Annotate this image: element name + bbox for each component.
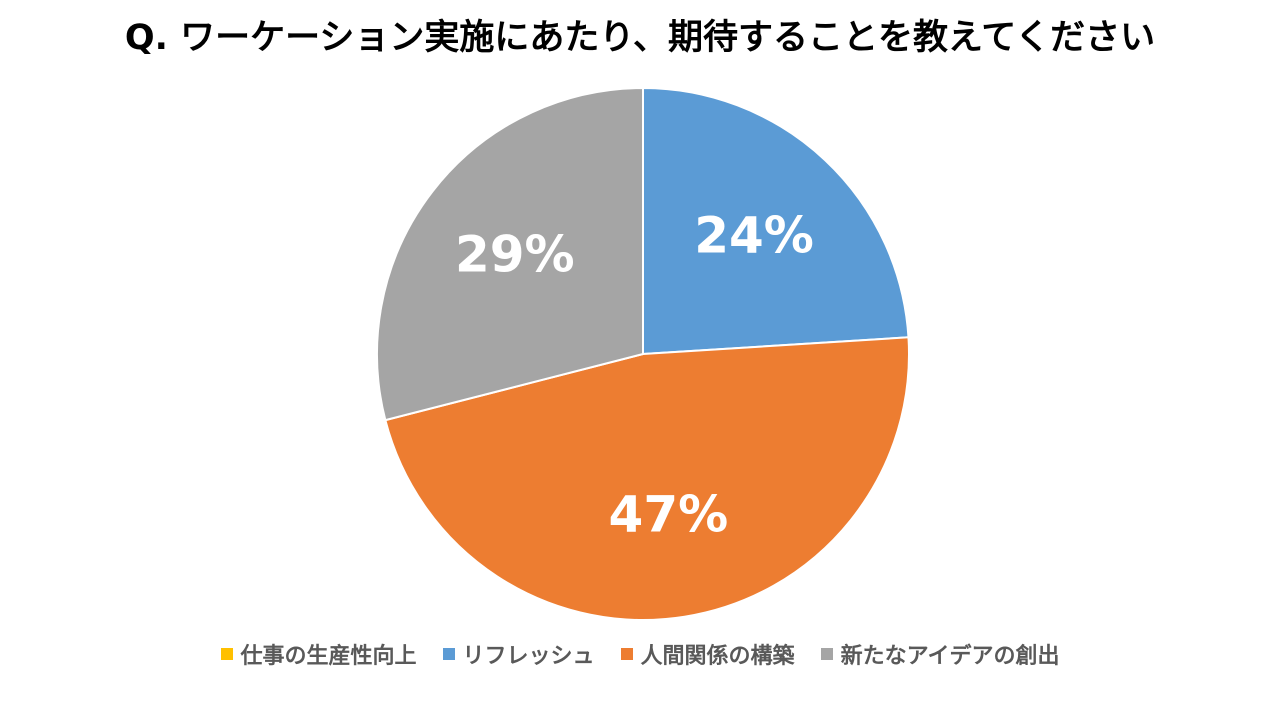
- legend-label: 新たなアイデアの創出: [840, 644, 1060, 669]
- chart-title: Q. ワーケーション実施にあたり、期待することを教えてください: [124, 18, 1156, 58]
- legend-swatch: [220, 648, 233, 660]
- pie-slice: [376, 86, 644, 422]
- legend-item: リフレッシュ: [442, 638, 595, 670]
- legend-label: 仕事の生産性向上: [240, 644, 417, 669]
- legend-label: 人間関係の構築: [640, 644, 795, 669]
- data-label: 24%: [694, 207, 814, 265]
- data-label: 29%: [455, 226, 575, 284]
- legend-label: リフレッシュ: [462, 644, 595, 669]
- pie-slice: [642, 86, 910, 356]
- legend: 仕事の生産性向上 リフレッシュ 人間関係の構築 新たなアイデアの創出: [0, 638, 1280, 670]
- legend-item: 仕事の生産性向上: [220, 638, 417, 670]
- legend-swatch: [442, 648, 455, 660]
- legend-swatch: [820, 648, 833, 660]
- legend-swatch: [620, 648, 633, 660]
- legend-item: 新たなアイデアの創出: [820, 638, 1060, 670]
- data-label: 47%: [609, 485, 729, 543]
- pie-slice: [384, 336, 910, 621]
- legend-item: 人間関係の構築: [620, 638, 795, 670]
